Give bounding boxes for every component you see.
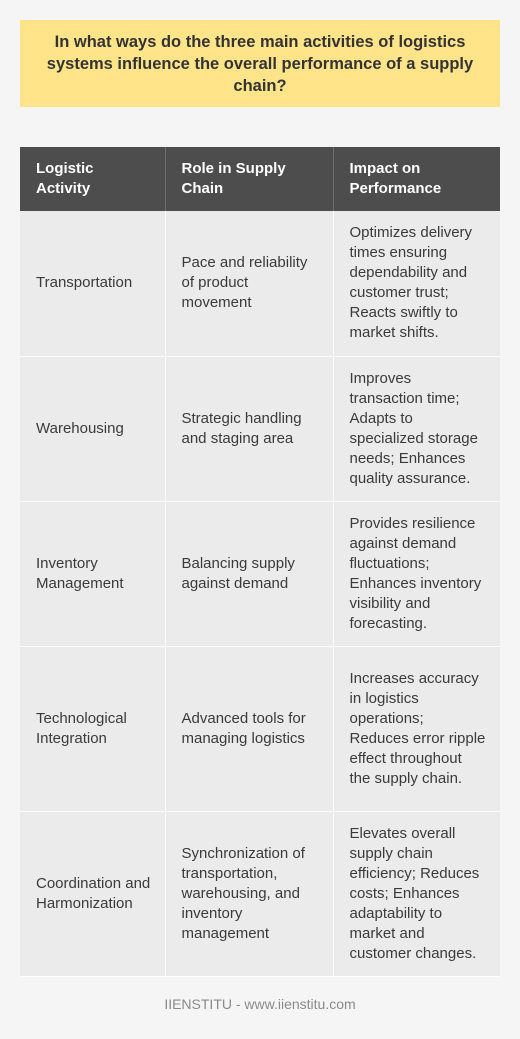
cell-role: Balancing supply against demand (165, 501, 334, 647)
cell-role: Synchronization of transportation, wareh… (165, 811, 334, 977)
cell-activity: Inventory Management (20, 501, 166, 647)
cell-role: Strategic handling and staging area (165, 356, 334, 502)
cell-activity: Transportation (20, 211, 166, 357)
header-impact-on-performance: Impact on Performance (333, 147, 500, 211)
cell-impact: Increases accuracy in logistics operatio… (333, 646, 500, 812)
table-body: Transportation Pace and reliability of p… (20, 211, 500, 977)
table-row: Coordination and Harmonization Synchroni… (20, 811, 500, 977)
logistics-table-container: Logistic Activity Role in Supply Chain I… (20, 147, 500, 977)
table-row: Technological Integration Advanced tools… (20, 646, 500, 812)
cell-impact: Improves transaction time; Adapts to spe… (333, 356, 500, 502)
cell-activity: Coordination and Harmonization (20, 811, 166, 977)
logistics-table: Logistic Activity Role in Supply Chain I… (20, 147, 500, 977)
cell-impact: Provides resilience against demand fluct… (333, 501, 500, 647)
table-row: Inventory Management Balancing supply ag… (20, 501, 500, 647)
cell-role: Advanced tools for managing logistics (165, 646, 334, 812)
table-row: Transportation Pace and reliability of p… (20, 211, 500, 357)
question-text: In what ways do the three main activitie… (46, 32, 474, 95)
header-row: Logistic Activity Role in Supply Chain I… (20, 147, 500, 211)
cell-impact: Elevates overall supply chain efficiency… (333, 811, 500, 977)
footer-credit: IIENSTITU - www.iienstitu.com (164, 996, 356, 1012)
cell-activity: Technological Integration (20, 646, 166, 812)
cell-role: Pace and reliability of product movement (165, 211, 334, 357)
cell-impact: Optimizes delivery times ensuring depend… (333, 211, 500, 357)
table-row: Warehousing Strategic handling and stagi… (20, 356, 500, 502)
question-banner: In what ways do the three main activitie… (20, 20, 500, 107)
table-header: Logistic Activity Role in Supply Chain I… (20, 147, 500, 211)
header-logistic-activity: Logistic Activity (20, 147, 166, 211)
header-role-in-supply-chain: Role in Supply Chain (165, 147, 334, 211)
cell-activity: Warehousing (20, 356, 166, 502)
